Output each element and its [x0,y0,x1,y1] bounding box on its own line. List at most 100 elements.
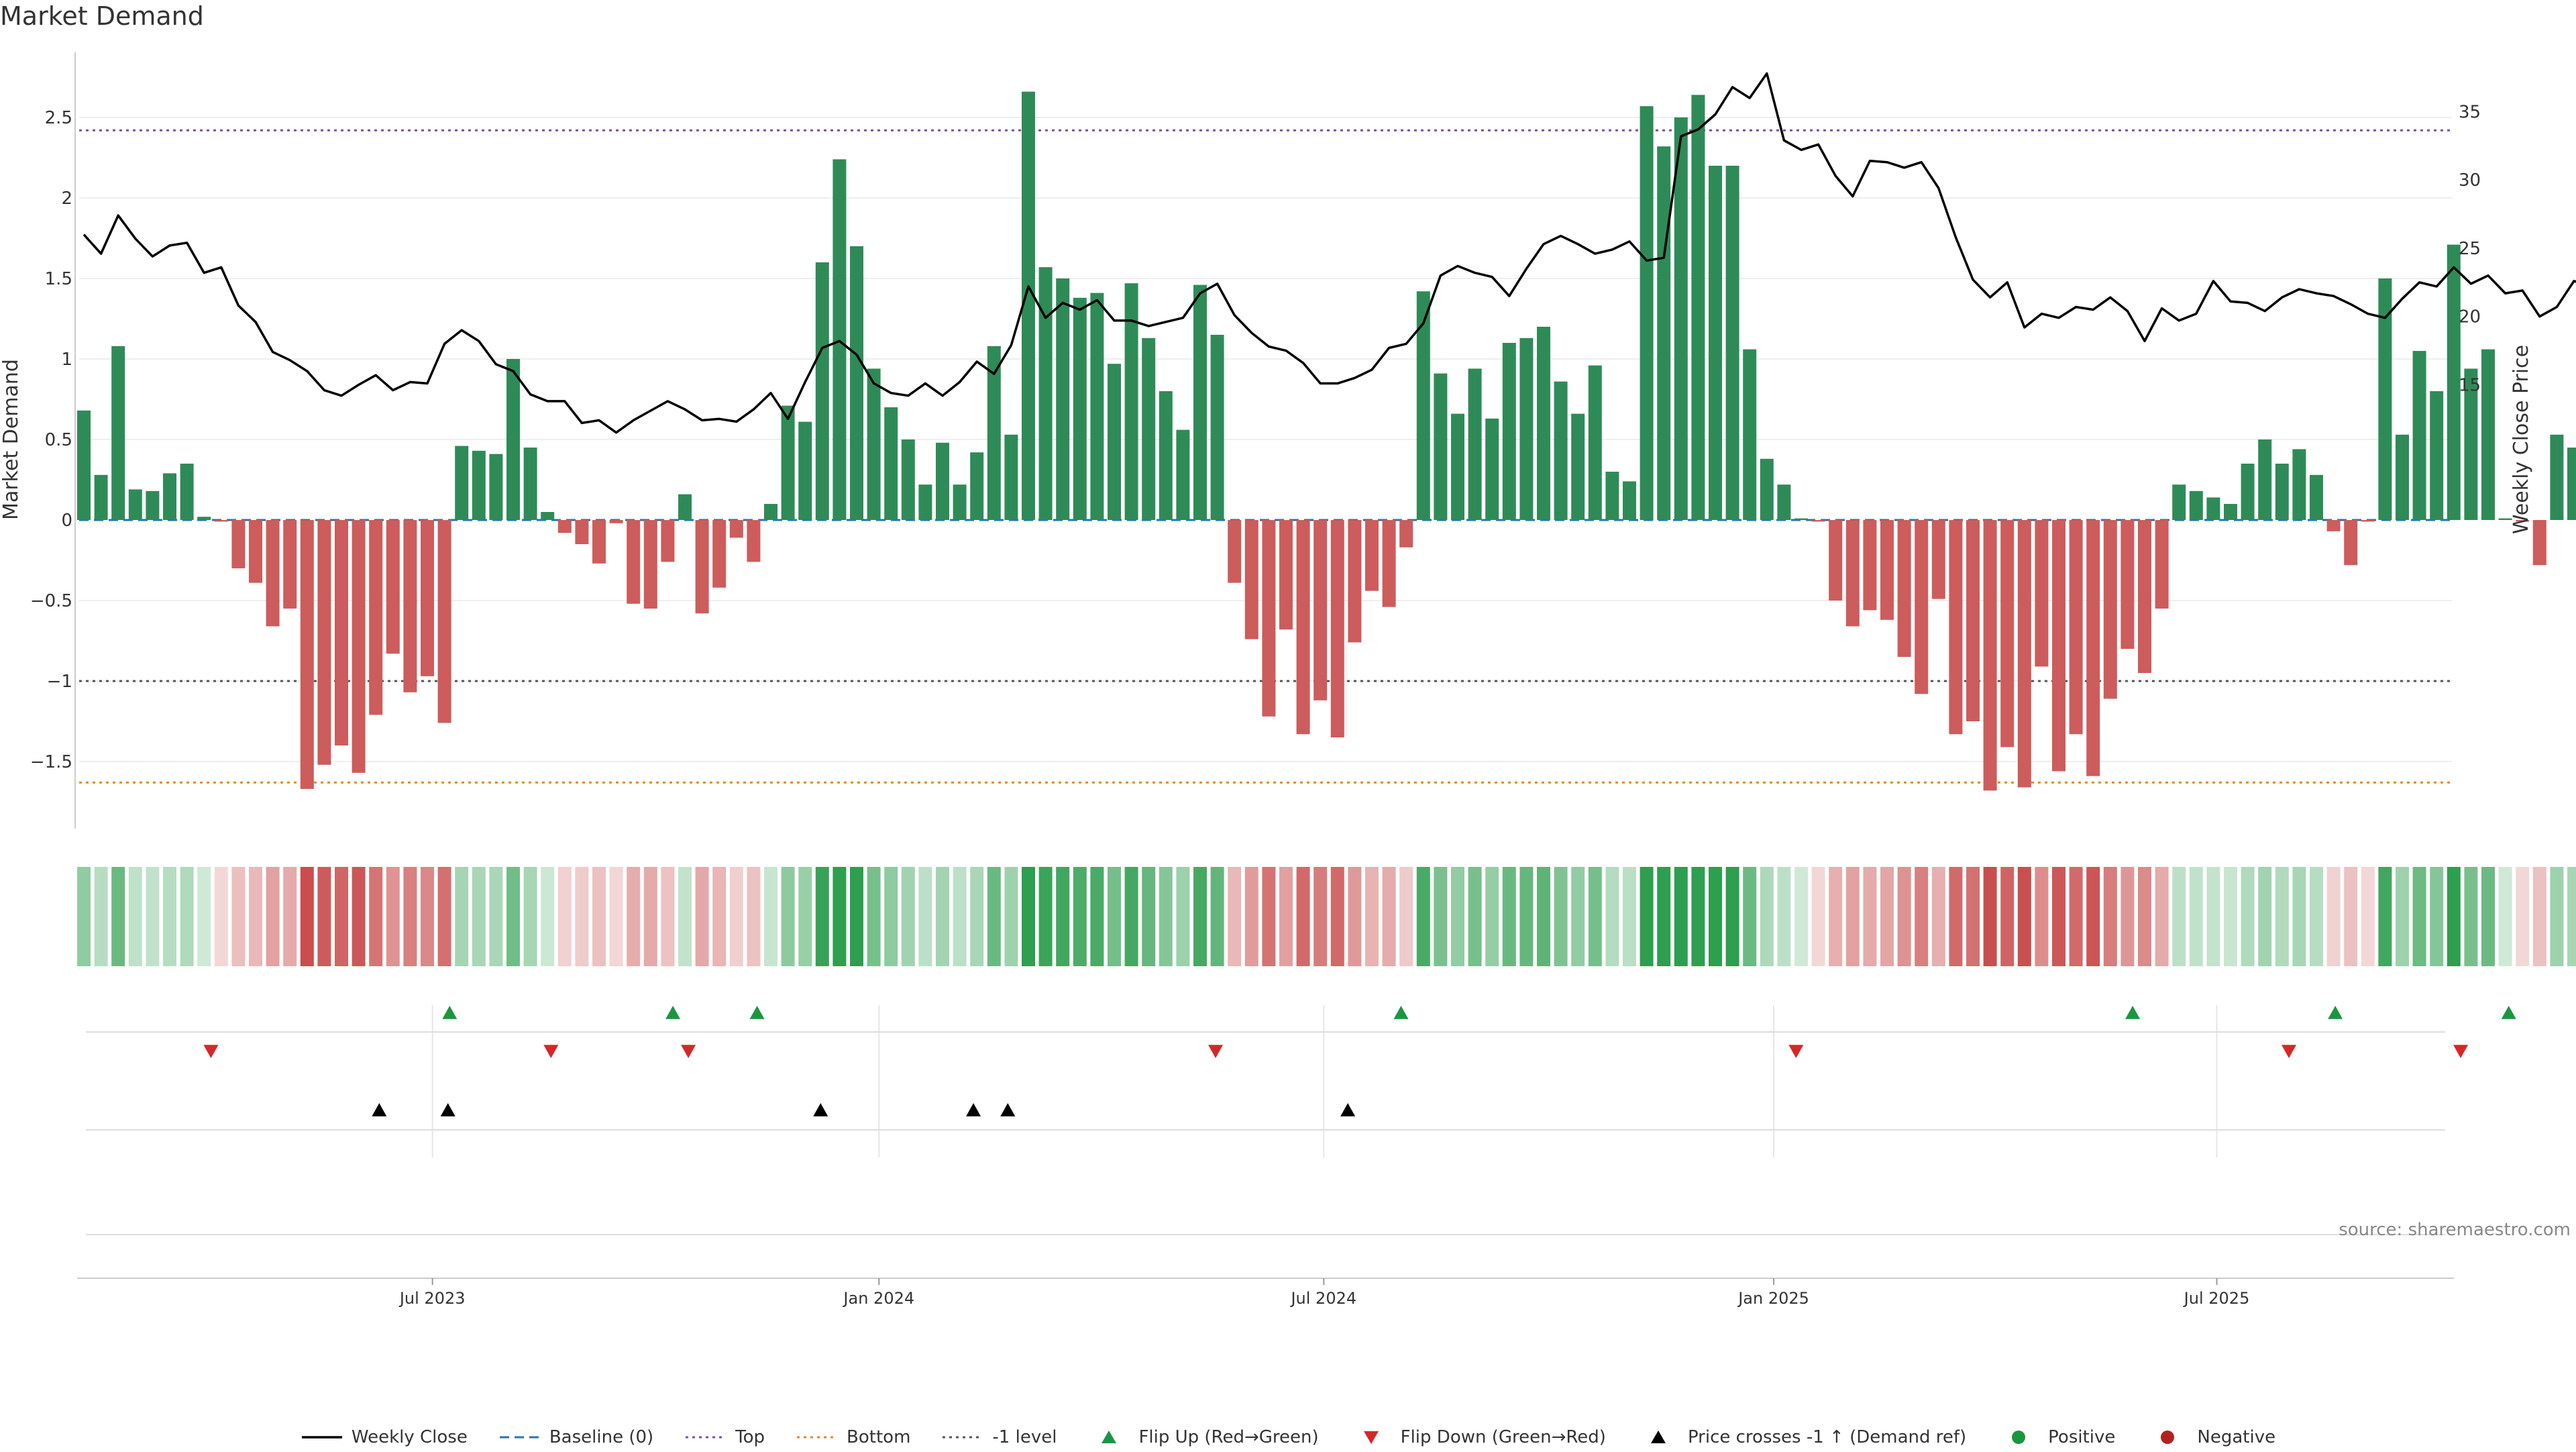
heat-cell [2344,867,2358,966]
flip-up-marker [2328,1006,2343,1019]
heat-cell [2412,867,2426,966]
demand-bar [1124,283,1138,520]
demand-bar [1382,520,1396,607]
demand-bar [1897,520,1911,657]
demand-bar [283,520,297,609]
legend-label: Top [735,1427,765,1447]
demand-bar [1880,520,1894,620]
heat-cell [2326,867,2341,966]
heat-cell [506,867,520,966]
heat-cell [2103,867,2117,966]
demand-bar [403,520,417,692]
heat-cell [1709,867,1722,966]
heat-cell [1794,867,1808,966]
heat-cell [163,867,176,966]
demand-bar [2224,504,2237,520]
demand-bar [918,484,932,520]
heat-cell [1108,867,1121,966]
legend-item: Flip Down (Green→Red) [1350,1427,1606,1447]
legend-item: Price crosses -1 ↑ (Demand ref) [1637,1427,1966,1447]
demand-bar [1451,413,1464,520]
demand-bar [1416,291,1430,520]
heat-cell [1176,867,1190,966]
heat-cell [146,867,160,966]
legend-label: Flip Down (Green→Red) [1400,1427,1606,1447]
price-cross-marker [1000,1103,1016,1117]
heat-cell [661,867,675,966]
heat-cell [1090,867,1104,966]
heat-cell [627,867,641,966]
y-tick-label: 2 [61,189,72,209]
demand-bar [1313,520,1328,701]
demand-bar [815,262,829,520]
heat-cell [1382,867,1396,966]
demand-bar [1811,520,1825,522]
flip-down-marker [1788,1045,1804,1058]
x-tick-label: Jan 2025 [1737,1289,1809,1308]
heat-cell [1262,867,1276,966]
heat-cell [1228,867,1242,966]
y2-tick-label: 25 [2459,239,2481,259]
heat-cell [1022,867,1035,966]
heat-cell [283,867,297,966]
flip-down-marker [543,1045,559,1058]
heat-cell [472,867,486,966]
demand-bar [231,520,246,568]
flip-down-marker [203,1045,219,1058]
y2-tick-label: 20 [2459,307,2481,327]
demand-bar [575,520,589,544]
demand-bar [884,407,898,520]
demand-bar [128,489,142,520]
heat-cell [2464,867,2478,966]
demand-bar [1537,327,1550,520]
price-cross-marker [966,1103,981,1117]
demand-bar [1176,429,1190,520]
legend-item: Top [684,1427,765,1447]
heat-cell [369,867,383,966]
demand-bar [1210,335,1224,520]
heat-cell [2498,867,2512,966]
demand-bar [111,346,125,520]
heat-cell [197,867,211,966]
demand-bar [1640,106,1654,520]
demand-bar [2310,474,2323,520]
demand-bar [1004,434,1018,520]
demand-bar [1949,520,1963,735]
heat-cell [1949,867,1963,966]
demand-bar [627,520,641,604]
heat-cell [180,867,194,966]
heat-cell [1004,867,1018,966]
demand-bar [2206,497,2220,520]
demand-bar [1434,373,1448,520]
demand-bar [2447,244,2461,520]
demand-bar [2241,464,2255,520]
heat-cell [884,867,898,966]
demand-bar [335,520,348,745]
demand-bar [1262,520,1276,717]
heat-cell [1691,867,1705,966]
heat-cell [1451,867,1464,966]
demand-bar [2275,464,2289,520]
demand-bar [2189,490,2203,520]
heat-cell [1279,867,1293,966]
heat-cell [386,867,400,966]
heat-cell [317,867,331,966]
heat-cell [455,867,469,966]
demand-bar [1468,368,1482,520]
heat-cell [901,867,915,966]
legend-label: Weekly Close [351,1427,468,1447]
legend-label: Negative [2197,1427,2276,1447]
price-line [83,72,2576,434]
heat-cell [1931,867,1945,966]
flip-up-marker [1393,1006,1409,1019]
heat-cell [2155,867,2169,966]
heat-cell [1468,867,1482,966]
flip-up-marker [749,1006,765,1019]
legend-label: Price crosses -1 ↑ (Demand ref) [1687,1427,1967,1447]
heat-cell [1811,867,1825,966]
heat-cell [2138,867,2151,966]
flip-down-marker [2453,1045,2469,1058]
demand-bar [1845,520,1860,627]
demand-bar [1674,117,1688,520]
demand-bar [1623,481,1636,520]
